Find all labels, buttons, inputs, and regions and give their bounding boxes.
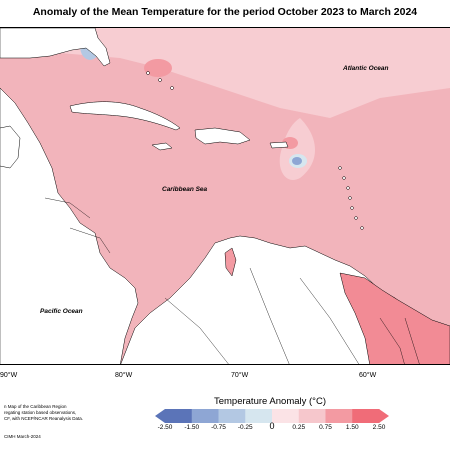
legend-tick-label: -0.75 [211,424,226,431]
legend-tick-label: 1.50 [345,424,359,431]
legend-swatch [191,409,219,423]
lon-tick-60w: 60°W [359,372,377,379]
map-title: Anomaly of the Mean Temperature for the … [32,6,418,18]
footnote-line-1: n Map of the Caribbean Region [4,404,67,409]
land-yucatan [0,125,21,169]
legend-swatch [325,409,353,423]
legend-tick-label: -0.25 [237,424,253,431]
legend-swatch [352,409,380,423]
legend-tick-label: 0.75 [319,424,332,431]
legend-tick-label: 2.50 [372,424,386,431]
legend-tick-label: 0.25 [292,424,306,431]
land-cuba [69,101,181,131]
lon-tick-90w: 90°W [0,372,18,379]
land-lesser-antilles [146,71,364,230]
legend-swatch [245,409,273,423]
anomaly-map: Atlantic Ocean Caribbean Sea Pacific Oce… [0,27,450,365]
map-canvas [0,28,450,364]
land-puerto-rico [269,141,289,149]
pacific-ocean-label: Pacific Ocean [40,308,83,315]
caribbean-sea-label: Caribbean Sea [162,186,208,193]
legend-swatch [165,409,193,423]
legend-swatch [298,409,326,423]
legend-tick-label: -1.50 [184,424,200,431]
light-anomaly-east [279,118,315,180]
legend-tick-label: -2.50 [157,424,173,431]
lon-tick-70w: 70°W [231,372,249,379]
cold-anomaly-puerto-rico [292,157,302,165]
lon-tick-80w: 80°W [115,372,133,379]
country-borders [44,197,420,364]
land-north-america [0,28,111,67]
credit-text: CIMH March-2024 [4,434,41,439]
legend-colorbar [155,409,389,423]
legend-swatch-max [379,409,389,423]
legend-title: Temperature Anomaly (°C) [213,396,327,407]
legend-swatch-min [155,409,165,423]
land-central-america [0,87,139,364]
footnote-line-3: CF, with NCEP/NCAR Reanalysis Data. [4,416,84,421]
footnote-line-2: regating station based observations, [4,410,77,415]
light-anomaly-north [0,28,450,118]
land-jamaica [151,142,173,151]
land-hispaniola [194,127,251,145]
legend-swatch [218,409,246,423]
warm-anomaly-bahamas [144,59,172,77]
legend-tick-label: 0 [269,421,275,431]
warm-anomaly-maracaibo [224,247,237,277]
warm-anomaly-guianas [339,272,450,364]
legend-swatch [272,409,300,423]
atlantic-ocean-label: Atlantic Ocean [343,65,389,72]
